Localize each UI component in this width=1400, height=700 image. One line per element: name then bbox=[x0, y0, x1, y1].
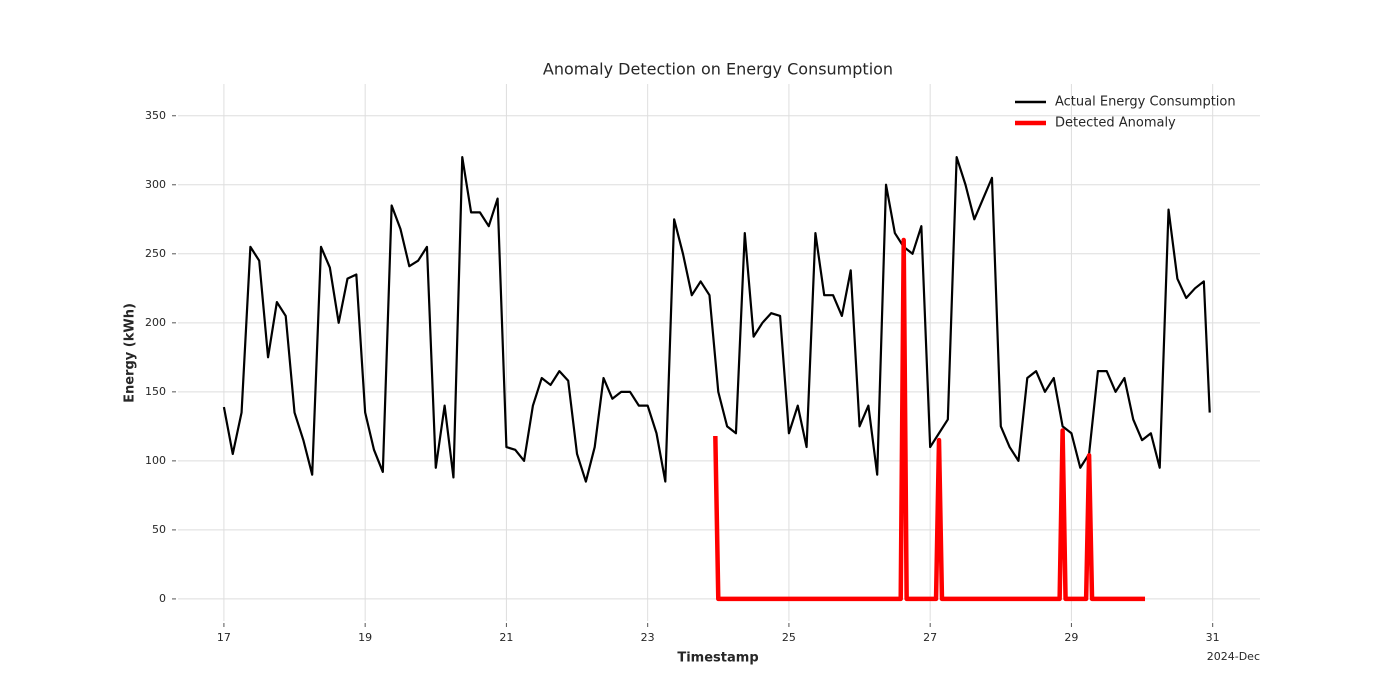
x-tick-label: 27 bbox=[923, 631, 937, 644]
series-line bbox=[713, 237, 1146, 602]
y-tick-label: 300 bbox=[145, 178, 166, 191]
legend-label: Actual Energy Consumption bbox=[1055, 95, 1236, 110]
x-tick-label: 17 bbox=[217, 631, 231, 644]
x-tick-label: 29 bbox=[1064, 631, 1078, 644]
y-tick-label: 350 bbox=[145, 109, 166, 122]
chart-title: Anomaly Detection on Energy Consumption bbox=[543, 60, 893, 79]
x-offset-label: 2024-Dec bbox=[1207, 650, 1260, 663]
x-axis-label: Timestamp bbox=[677, 651, 758, 666]
y-tick-label: 200 bbox=[145, 316, 166, 329]
y-tick-label: 0 bbox=[159, 592, 166, 605]
x-tick-label: 31 bbox=[1206, 631, 1220, 644]
legend-label: Detected Anomaly bbox=[1055, 116, 1176, 131]
x-tick-label: 25 bbox=[782, 631, 796, 644]
x-tick-label: 21 bbox=[499, 631, 513, 644]
series-line bbox=[222, 156, 1211, 483]
x-tick-label: 19 bbox=[358, 631, 372, 644]
y-tick-label: 100 bbox=[145, 454, 166, 467]
x-tick-label: 23 bbox=[641, 631, 655, 644]
y-axis-label: Energy (kWh) bbox=[123, 303, 138, 403]
y-tick-label: 50 bbox=[152, 523, 166, 536]
y-tick-label: 150 bbox=[145, 385, 166, 398]
y-tick-label: 250 bbox=[145, 247, 166, 260]
